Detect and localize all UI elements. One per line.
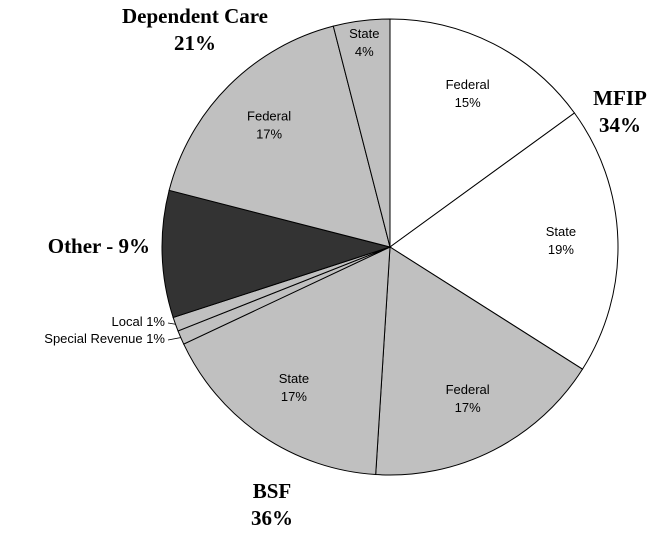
slice-value: 17% bbox=[455, 400, 481, 415]
group-name: MFIP bbox=[593, 86, 647, 110]
pie-slice bbox=[389, 18, 576, 248]
group-name: Dependent Care bbox=[122, 4, 268, 28]
pie-slice bbox=[332, 18, 391, 248]
slice-value: 4% bbox=[355, 44, 374, 59]
pie-slice bbox=[375, 246, 584, 476]
slice-category: State bbox=[546, 224, 576, 239]
slice-value: 17% bbox=[256, 127, 282, 142]
slice-category: Federal bbox=[247, 109, 291, 124]
slice-value: 17% bbox=[281, 389, 307, 404]
slice-value: 15% bbox=[455, 95, 481, 110]
pie-slice bbox=[183, 246, 391, 476]
group-name: Other - 9% bbox=[48, 234, 150, 258]
group-value: 34% bbox=[599, 113, 641, 137]
slice-category: State bbox=[349, 26, 379, 41]
slice-value: 19% bbox=[548, 242, 574, 257]
leader-line bbox=[167, 322, 176, 325]
leader-line bbox=[167, 337, 181, 341]
group-value: 36% bbox=[251, 506, 293, 530]
group-name: BSF bbox=[253, 479, 292, 503]
pie-slice bbox=[168, 25, 391, 248]
slice-value: 1% bbox=[146, 331, 165, 346]
slice-category: Federal bbox=[446, 77, 490, 92]
slice-category: Federal bbox=[446, 382, 490, 397]
slice-category: Special Revenue bbox=[44, 331, 142, 346]
slice-label: Special Revenue 1% bbox=[44, 331, 165, 346]
group-value: 21% bbox=[174, 31, 216, 55]
slice-category: Local bbox=[112, 314, 143, 329]
slice-label: Local 1% bbox=[112, 314, 166, 329]
slice-value: 1% bbox=[146, 314, 165, 329]
slice-category: State bbox=[279, 371, 309, 386]
pie-slice bbox=[389, 112, 619, 370]
pie-slice bbox=[161, 189, 392, 319]
